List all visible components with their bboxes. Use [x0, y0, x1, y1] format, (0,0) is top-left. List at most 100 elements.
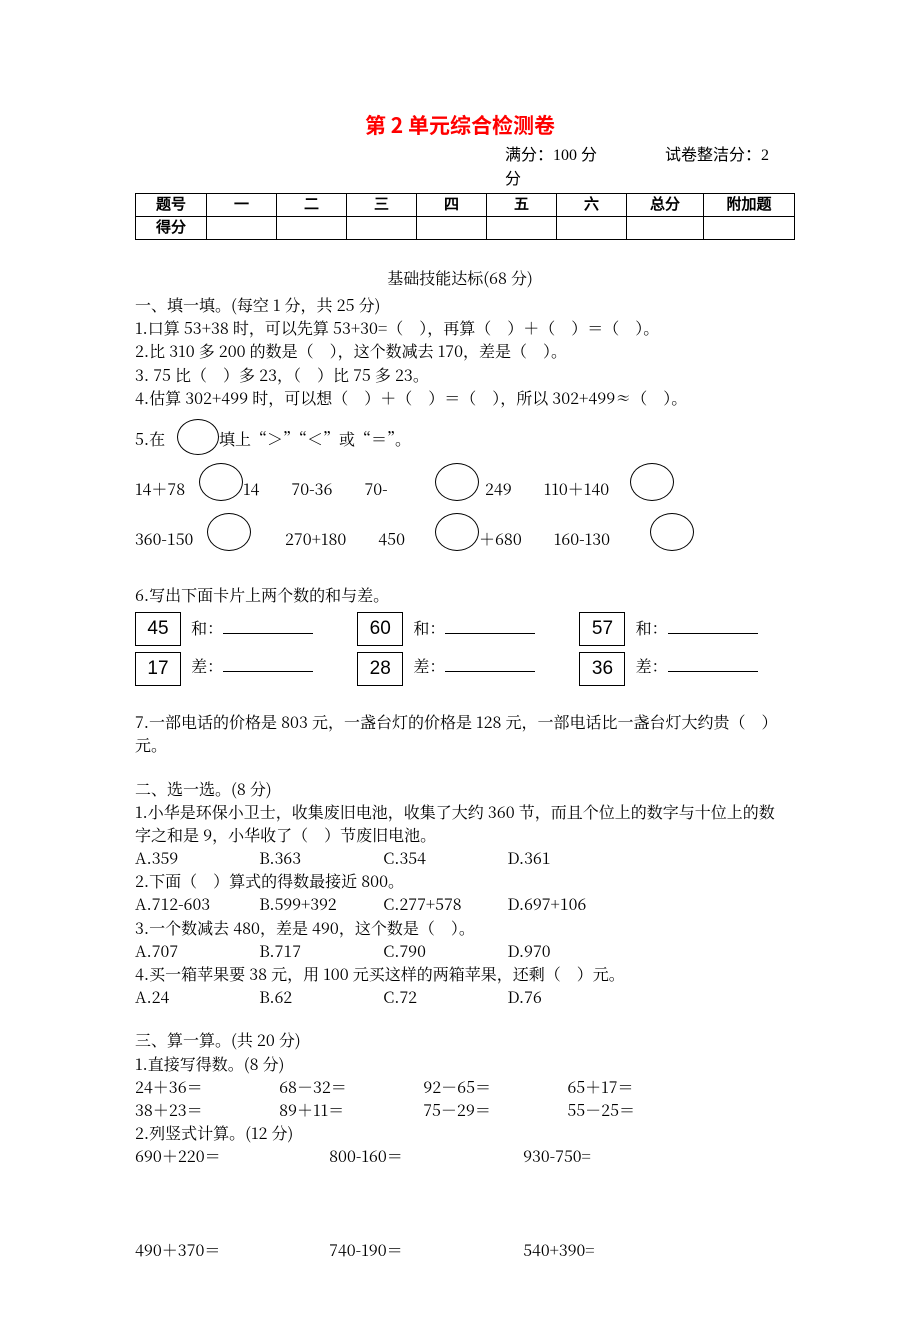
s3-row3: 690＋220＝ 800-160＝ 930-750=	[135, 1144, 785, 1167]
card-1-bot: 17	[135, 652, 181, 686]
score-cell-8[interactable]	[704, 216, 795, 239]
card-2-top: 60	[357, 612, 403, 646]
calc: 92－65＝	[423, 1075, 563, 1098]
s2-q1a: 1.小华是环保小卫士，收集废旧电池，收集了大约 360 节，而且个位上的数字与十…	[135, 800, 785, 823]
score-head-2: 二	[277, 193, 347, 216]
choice[interactable]: D.76	[507, 985, 627, 1008]
score-head-8: 附加题	[704, 193, 795, 216]
score-cell-7[interactable]	[627, 216, 704, 239]
choice[interactable]: B.717	[259, 939, 379, 962]
circle-icon[interactable]	[199, 463, 243, 501]
calc: 740-190＝	[329, 1238, 519, 1261]
s1-head: 一、填一填。(每空 1 分，共 25 分)	[135, 293, 785, 316]
card-group-2: 60 28 和： 差：	[357, 612, 535, 692]
calc: 800-160＝	[329, 1144, 519, 1167]
s3-row1: 24＋36＝ 68－32＝ 92－65＝ 65＋17＝	[135, 1075, 785, 1098]
score-cell-6[interactable]	[557, 216, 627, 239]
meta-line: 满分：100 分 试卷整洁分：2 分	[505, 144, 785, 190]
choice[interactable]: B.363	[259, 846, 379, 869]
score-cell-1[interactable]	[207, 216, 277, 239]
blank-line[interactable]	[668, 617, 758, 634]
q5-a-left: 14＋78	[135, 477, 185, 500]
choice[interactable]: A.712-603	[135, 892, 255, 915]
score-row2-head: 得分	[136, 216, 207, 239]
card-row: 45 17 和： 差： 60 28 和： 差：	[135, 612, 785, 692]
label-cha: 差：	[636, 654, 668, 677]
circle-icon[interactable]	[207, 513, 251, 551]
choice[interactable]: A.359	[135, 846, 255, 869]
choice[interactable]: C.72	[383, 985, 503, 1008]
full-score-label: 满分：	[505, 147, 553, 164]
circle-icon[interactable]	[650, 513, 694, 551]
choice[interactable]: D.970	[507, 939, 627, 962]
q5-b-mid: 270+180 450	[285, 527, 405, 550]
calc: 75－29＝	[423, 1098, 563, 1121]
choice[interactable]: C.790	[383, 939, 503, 962]
s2-q3: 3.一个数减去 480，差是 490，这个数是（ ）。	[135, 916, 785, 939]
s2-q4-choices: A.24 B.62 C.72 D.76	[135, 985, 785, 1008]
tidy-label: 试卷整洁分：	[665, 147, 761, 164]
s3-row4: 490＋370＝ 740-190＝ 540+390=	[135, 1238, 785, 1261]
calc: 65＋17＝	[567, 1075, 707, 1098]
label-he: 和：	[636, 616, 668, 639]
s2-q1-choices: A.359 B.363 C.354 D.361	[135, 846, 785, 869]
circle-icon[interactable]	[435, 463, 479, 501]
s1-q1: 1.口算 53+38 时，可以先算 53+30=（ ），再算（ ）＋（ ）＝（ …	[135, 316, 785, 339]
choice[interactable]: D.361	[507, 846, 627, 869]
calc: 490＋370＝	[135, 1238, 325, 1261]
s1-q6: 6.写出下面卡片上两个数的和与差。	[135, 583, 785, 606]
page-title: 第 2 单元综合检测卷	[135, 110, 785, 140]
score-head-7: 总分	[627, 193, 704, 216]
blank-line[interactable]	[445, 655, 535, 672]
s3-p2: 2.列竖式计算。(12 分)	[135, 1121, 785, 1144]
s2-q2: 2.下面（ ）算式的得数最接近 800。	[135, 869, 785, 892]
blank-line[interactable]	[223, 655, 313, 672]
score-head-5: 五	[487, 193, 557, 216]
s3-head: 三、算一算。(共 20 分)	[135, 1028, 785, 1051]
score-head-6: 六	[557, 193, 627, 216]
calc: 89＋11＝	[279, 1098, 419, 1121]
card-3-top: 57	[579, 612, 625, 646]
score-cell-2[interactable]	[277, 216, 347, 239]
choice[interactable]: B.62	[259, 985, 379, 1008]
q5-head: 5.在	[135, 427, 165, 450]
label-he: 和：	[191, 616, 223, 639]
circle-icon[interactable]	[630, 463, 674, 501]
s2-q4: 4.买一箱苹果要 38 元，用 100 元买这样的两箱苹果，还剩（ ）元。	[135, 962, 785, 985]
calc: 24＋36＝	[135, 1075, 275, 1098]
calc: 690＋220＝	[135, 1144, 325, 1167]
choice[interactable]: A.24	[135, 985, 255, 1008]
choice[interactable]: D.697+106	[507, 892, 627, 915]
choice[interactable]: B.599+392	[259, 892, 379, 915]
full-score-value: 100 分	[553, 147, 597, 164]
s2-q3-choices: A.707 B.717 C.790 D.970	[135, 939, 785, 962]
blank-line[interactable]	[223, 617, 313, 634]
s1-q7b: 元。	[135, 733, 785, 756]
label-cha: 差：	[191, 654, 223, 677]
score-cell-4[interactable]	[417, 216, 487, 239]
s1-q2: 2.比 310 多 200 的数是（ ），这个数减去 170，差是（ ）。	[135, 339, 785, 362]
label-cha: 差：	[413, 654, 445, 677]
blank-line[interactable]	[668, 655, 758, 672]
score-head-0: 题号	[136, 193, 207, 216]
section-basic: 基础技能达标(68 分)	[135, 266, 785, 289]
score-cell-3[interactable]	[347, 216, 417, 239]
calc: 540+390=	[523, 1238, 713, 1261]
score-head-1: 一	[207, 193, 277, 216]
circle-icon[interactable]	[177, 419, 219, 455]
score-cell-5[interactable]	[487, 216, 557, 239]
choice[interactable]: C.277+578	[383, 892, 503, 915]
calc: 38＋23＝	[135, 1098, 275, 1121]
blank-line[interactable]	[445, 617, 535, 634]
s1-q4: 4.估算 302+499 时，可以想（ ）＋（ ）＝（ ），所以 302+499…	[135, 386, 785, 409]
s3-row2: 38＋23＝ 89＋11＝ 75－29＝ 55－25＝	[135, 1098, 785, 1121]
s2-head: 二、选一选。(8 分)	[135, 777, 785, 800]
choice[interactable]: C.354	[383, 846, 503, 869]
card-group-3: 57 36 和： 差：	[579, 612, 757, 692]
q5-a-r2: 249 110＋140	[485, 477, 609, 500]
circle-icon[interactable]	[435, 513, 479, 551]
card-group-1: 45 17 和： 差：	[135, 612, 313, 692]
s2-q1b: 字之和是 9，小华收了（ ）节废旧电池。	[135, 823, 785, 846]
choice[interactable]: A.707	[135, 939, 255, 962]
q5-tail: 填上“＞”“＜”或“＝”。	[219, 427, 411, 450]
